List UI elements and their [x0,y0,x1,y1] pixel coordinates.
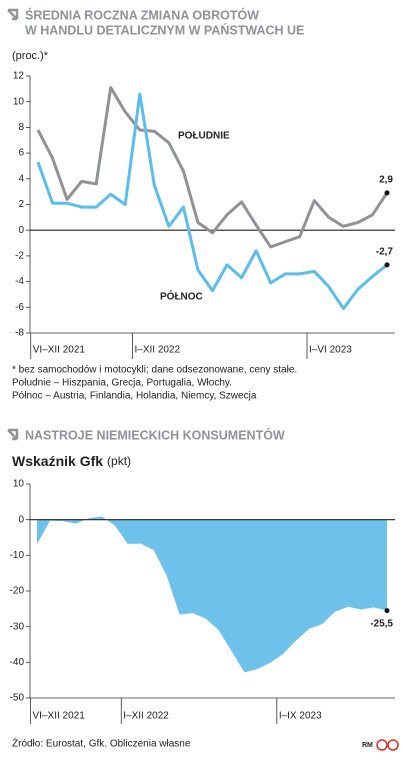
y-tick-label: -4 [15,276,24,287]
note: Północ – Austria, Finlandia, Holandia, N… [12,391,257,402]
subtitle: Wskaźnik Gfk [12,453,103,469]
y-tick-label: -8 [15,328,24,339]
area [37,516,387,673]
value-label: 2,9 [379,175,393,186]
end-dot [384,262,390,268]
line [36,86,389,249]
y-tick-label: 6 [18,148,24,159]
y-tick-label: 8 [18,122,24,133]
x-tick-label: VI–XII 2021 [33,345,86,356]
x-tick-label: I–VI 2023 [309,345,352,356]
chart-title: ŚREDNIA ROCZNA ZMIANA OBROTÓW [25,7,259,22]
y-tick-label: -20 [10,586,25,597]
x-tick-label: VI–XII 2021 [33,711,86,722]
note: Południe – Hiszpania, Grecja, Portugalia… [12,378,232,389]
chart-subtitle: (proc.)* [12,50,49,62]
x-tick-label: I–XII 2022 [123,711,169,722]
y-tick-label: -2 [15,251,24,262]
chart-subtitle: Wskaźnik Gfk (pkt) [12,453,131,469]
chart-title: NASTROJE NIEMIECKICH KONSUMENTÓW [25,427,285,442]
y-tick-label: 10 [13,96,25,107]
y-tick-label: 0 [18,225,24,236]
y-tick-label: 0 [18,514,24,525]
y-tick-label: -30 [10,621,25,632]
chart-title: W HANDLU DETALICZNYM W PAŃSTWACH UE [25,22,304,37]
series-label: POŁUDNIE [178,131,230,142]
end-dot [384,190,390,196]
y-tick-label: 2 [18,199,24,210]
logo [376,739,388,751]
x-tick-label: I–XII 2022 [135,345,181,356]
arrow-icon [7,8,19,21]
note: * bez samochodów i motocykli; dane odsez… [12,365,297,376]
y-tick-label: 10 [13,479,25,490]
y-tick-label: -10 [10,550,25,561]
line [36,92,388,311]
unit: (pkt) [107,454,131,468]
end-dot [384,608,390,614]
value-label: -25,5 [370,618,393,629]
x-tick-label: I–IX 2023 [279,711,322,722]
value-label: -2,7 [376,247,394,258]
credit: RM [362,742,373,749]
y-tick-label: 4 [18,173,24,184]
y-tick-label: 12 [13,71,25,82]
series-label: PÓŁNOC [160,290,203,303]
arrow-icon [7,428,19,441]
y-tick-label: -40 [10,657,25,668]
logo [387,739,399,751]
y-tick-label: -6 [15,302,24,313]
source: Źródło: Eurostat, Gfk. Obliczenia własne [12,737,191,750]
y-tick-label: -50 [10,693,25,704]
